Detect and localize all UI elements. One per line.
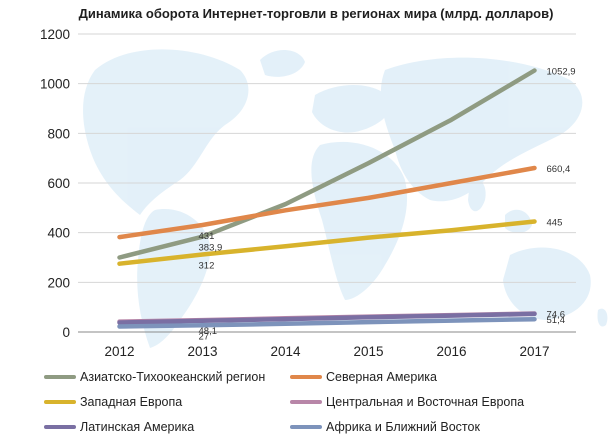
y-tick-label: 600	[47, 176, 70, 191]
data-labels: 383,9 1052,9 431 660,4 312 445 48,1 74,6 27 51,4	[199, 67, 576, 343]
series-lines	[117, 68, 537, 329]
y-tick-label: 400	[47, 226, 70, 241]
legend-label: Центральная и Восточная Европа	[326, 395, 524, 409]
legend-item: Азиатско-Тихоокеанский регион	[44, 370, 265, 384]
data-label: 1052,9	[547, 67, 576, 78]
data-label: 445	[547, 217, 563, 228]
data-label: 48,1	[199, 326, 218, 337]
data-label: 74,6	[547, 309, 566, 320]
axes: 0 200 400 600 800 1000 1200 2012 2013 2014 2015 201…	[40, 27, 576, 359]
x-tick-label: 2015	[353, 344, 383, 359]
y-tick-label: 200	[47, 275, 70, 290]
legend-item: Западная Европа	[44, 395, 182, 409]
legend: Азиатско-Тихоокеанский регион Северная Ам…	[44, 370, 524, 434]
legend-item: Латинская Америка	[44, 420, 194, 434]
series-line-5	[117, 316, 537, 329]
x-tick-label: 2016	[436, 344, 466, 359]
y-tick-label: 800	[47, 126, 70, 141]
data-label: 383,9	[199, 243, 223, 254]
legend-item: Центральная и Восточная Европа	[290, 395, 524, 409]
data-label: 51,4	[547, 315, 566, 326]
legend-label: Латинская Америка	[80, 420, 194, 434]
data-label: 312	[199, 261, 215, 272]
world-map-background	[83, 49, 608, 348]
legend-item: Африка и Ближний Восток	[290, 420, 480, 434]
series-line-4	[117, 311, 537, 325]
legend-item: Северная Америка	[290, 370, 437, 384]
legend-label: Северная Америка	[326, 370, 437, 384]
chart-title: Динамика оборота Интернет-торговли в рег…	[79, 6, 554, 21]
y-tick-label: 1200	[40, 27, 70, 42]
x-tick-label: 2014	[270, 344, 301, 359]
x-tick-label: 2017	[519, 344, 549, 359]
x-tick-label: 2012	[104, 344, 134, 359]
legend-label: Западная Европа	[80, 395, 182, 409]
data-label: 660,4	[547, 164, 571, 175]
data-label: 27	[199, 331, 210, 342]
series-line-2	[117, 219, 537, 266]
series-line-1	[117, 165, 537, 240]
legend-label: Африка и Ближний Восток	[326, 420, 480, 434]
x-tick-label: 2013	[187, 344, 217, 359]
series-line-0	[117, 68, 537, 260]
data-label: 431	[199, 231, 215, 242]
y-tick-label: 1000	[40, 77, 70, 92]
y-tick-label: 0	[62, 325, 70, 340]
legend-label: Азиатско-Тихоокеанский регион	[80, 370, 265, 384]
